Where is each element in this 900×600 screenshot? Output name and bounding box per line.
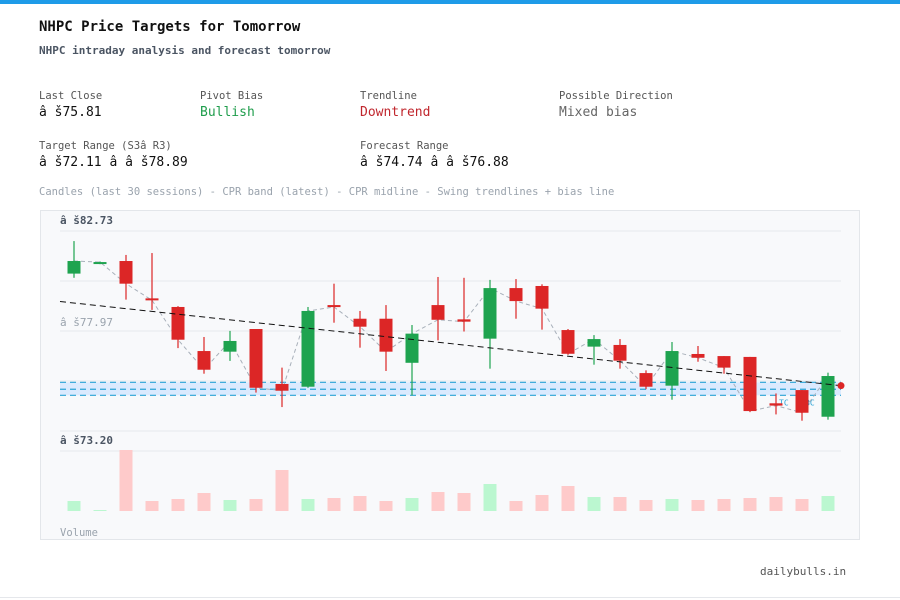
stat-value: Bullish — [200, 105, 255, 120]
volume-bar — [483, 484, 497, 511]
candle-up — [821, 376, 835, 417]
volume-bar — [327, 498, 341, 511]
stat-target-range: Target Range (S3â R3) â š72.11 â â š78.8… — [39, 140, 188, 170]
volume-bar — [769, 497, 783, 511]
candle-down — [275, 383, 289, 391]
candle-down — [379, 318, 393, 352]
stat-trendline: Trendline Downtrend — [360, 90, 430, 120]
volume-bar — [145, 501, 159, 511]
stat-label: Pivot Bias — [200, 90, 264, 102]
stat-label: Possible Direction — [559, 90, 673, 102]
page-title: NHPC Price Targets for Tomorrow — [39, 19, 301, 35]
page-subtitle: NHPC intraday analysis and forecast tomo… — [39, 44, 331, 57]
candle-down — [691, 353, 705, 358]
volume-label: Volume — [60, 527, 98, 539]
volume-bar — [665, 499, 679, 511]
candle-down — [249, 329, 263, 388]
candle-up — [483, 288, 497, 339]
candle-down — [561, 330, 575, 354]
stat-label: Last Close — [39, 90, 103, 102]
trendline-end-dot — [837, 382, 845, 390]
stat-value: Downtrend — [360, 105, 431, 120]
top-accent-bar — [0, 0, 900, 4]
stat-pivot-bias: Pivot Bias Bullish — [200, 90, 263, 120]
candle-up — [93, 262, 107, 265]
candle-up — [405, 333, 419, 363]
volume-bar — [795, 499, 809, 511]
volume-bar — [275, 470, 289, 511]
volume-bar — [119, 450, 133, 511]
stat-value: â š72.11 â â š78.89 — [39, 155, 188, 170]
trendline — [59, 301, 842, 387]
volume-bar — [67, 501, 81, 511]
candle-down — [613, 344, 627, 361]
chart-caption: Candles (last 30 sessions) - CPR band (l… — [39, 186, 615, 198]
chart-panel: TCPBC â š82.73 â š77.97 â š73.20 Volume — [40, 210, 860, 540]
candle-down — [431, 305, 445, 320]
stat-forecast-range: Forecast Range â š74.74 â â š76.88 — [360, 140, 509, 170]
volume-bar — [639, 500, 653, 511]
stat-label: Target Range (S3â R3) — [39, 140, 172, 152]
volume-bar — [93, 510, 107, 511]
candle-down — [457, 319, 471, 322]
candle-up — [223, 340, 237, 352]
volume-bar — [691, 500, 705, 511]
candle-down — [171, 306, 185, 340]
candle-down — [119, 261, 133, 284]
volume-bar — [379, 501, 393, 511]
candle-up — [67, 261, 81, 274]
volume-bar — [171, 499, 185, 511]
price-label-top: â š82.73 — [60, 214, 113, 227]
volume-bar — [197, 493, 211, 511]
volume-bar — [509, 501, 523, 511]
stat-label: Forecast Range — [360, 140, 449, 152]
volume-bar — [301, 499, 315, 511]
volume-bar — [587, 497, 601, 511]
volume-bar — [431, 492, 445, 511]
volume-bar — [249, 499, 263, 511]
volume-bar — [535, 495, 549, 511]
stat-value: Mixed bias — [559, 105, 638, 120]
candle-up — [587, 339, 601, 347]
candle-down — [717, 356, 731, 368]
volume-bar — [223, 500, 237, 511]
volume-bar — [821, 496, 835, 511]
candle-down — [509, 288, 523, 302]
price-label-bottom: â š73.20 — [60, 434, 113, 447]
candle-down — [795, 390, 809, 413]
volume-bar — [405, 498, 419, 511]
candle-up — [665, 351, 679, 386]
bottom-divider — [0, 597, 900, 598]
footer-brand: dailybulls.in — [760, 565, 847, 578]
candle-up — [301, 310, 315, 387]
volume-bar — [457, 493, 471, 511]
candle-down — [639, 373, 653, 387]
candle-down — [197, 351, 211, 370]
price-label-mid: â š77.97 — [60, 316, 113, 329]
candle-down — [535, 285, 549, 309]
cpr-label-bc: BC — [805, 398, 815, 407]
stat-last-close: Last Close â š75.81 — [39, 90, 102, 120]
volume-bar — [717, 499, 731, 511]
candle-down — [145, 298, 159, 301]
volume-bar — [353, 496, 367, 511]
volume-bar — [613, 497, 627, 511]
volume-bar — [561, 486, 575, 511]
candle-down — [743, 356, 757, 412]
stat-value: â š75.81 — [39, 105, 102, 120]
candlestick-chart: TCPBC — [59, 230, 845, 511]
cpr-label-tc: TC — [779, 398, 789, 407]
stat-possible-direction: Possible Direction Mixed bias — [559, 90, 673, 120]
volume-bar — [743, 498, 757, 511]
stat-label: Trendline — [360, 90, 417, 102]
stat-value: â š74.74 â â š76.88 — [360, 155, 509, 170]
candle-down — [327, 305, 341, 308]
candle-down — [353, 318, 367, 327]
candle-down — [769, 403, 783, 406]
